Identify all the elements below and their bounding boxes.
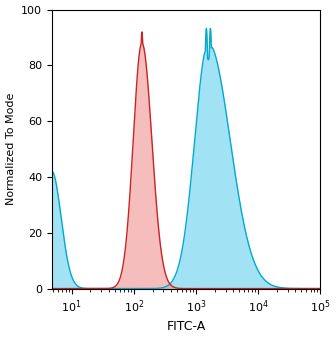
X-axis label: FITC-A: FITC-A: [166, 320, 206, 334]
Y-axis label: Normalized To Mode: Normalized To Mode: [6, 93, 15, 205]
